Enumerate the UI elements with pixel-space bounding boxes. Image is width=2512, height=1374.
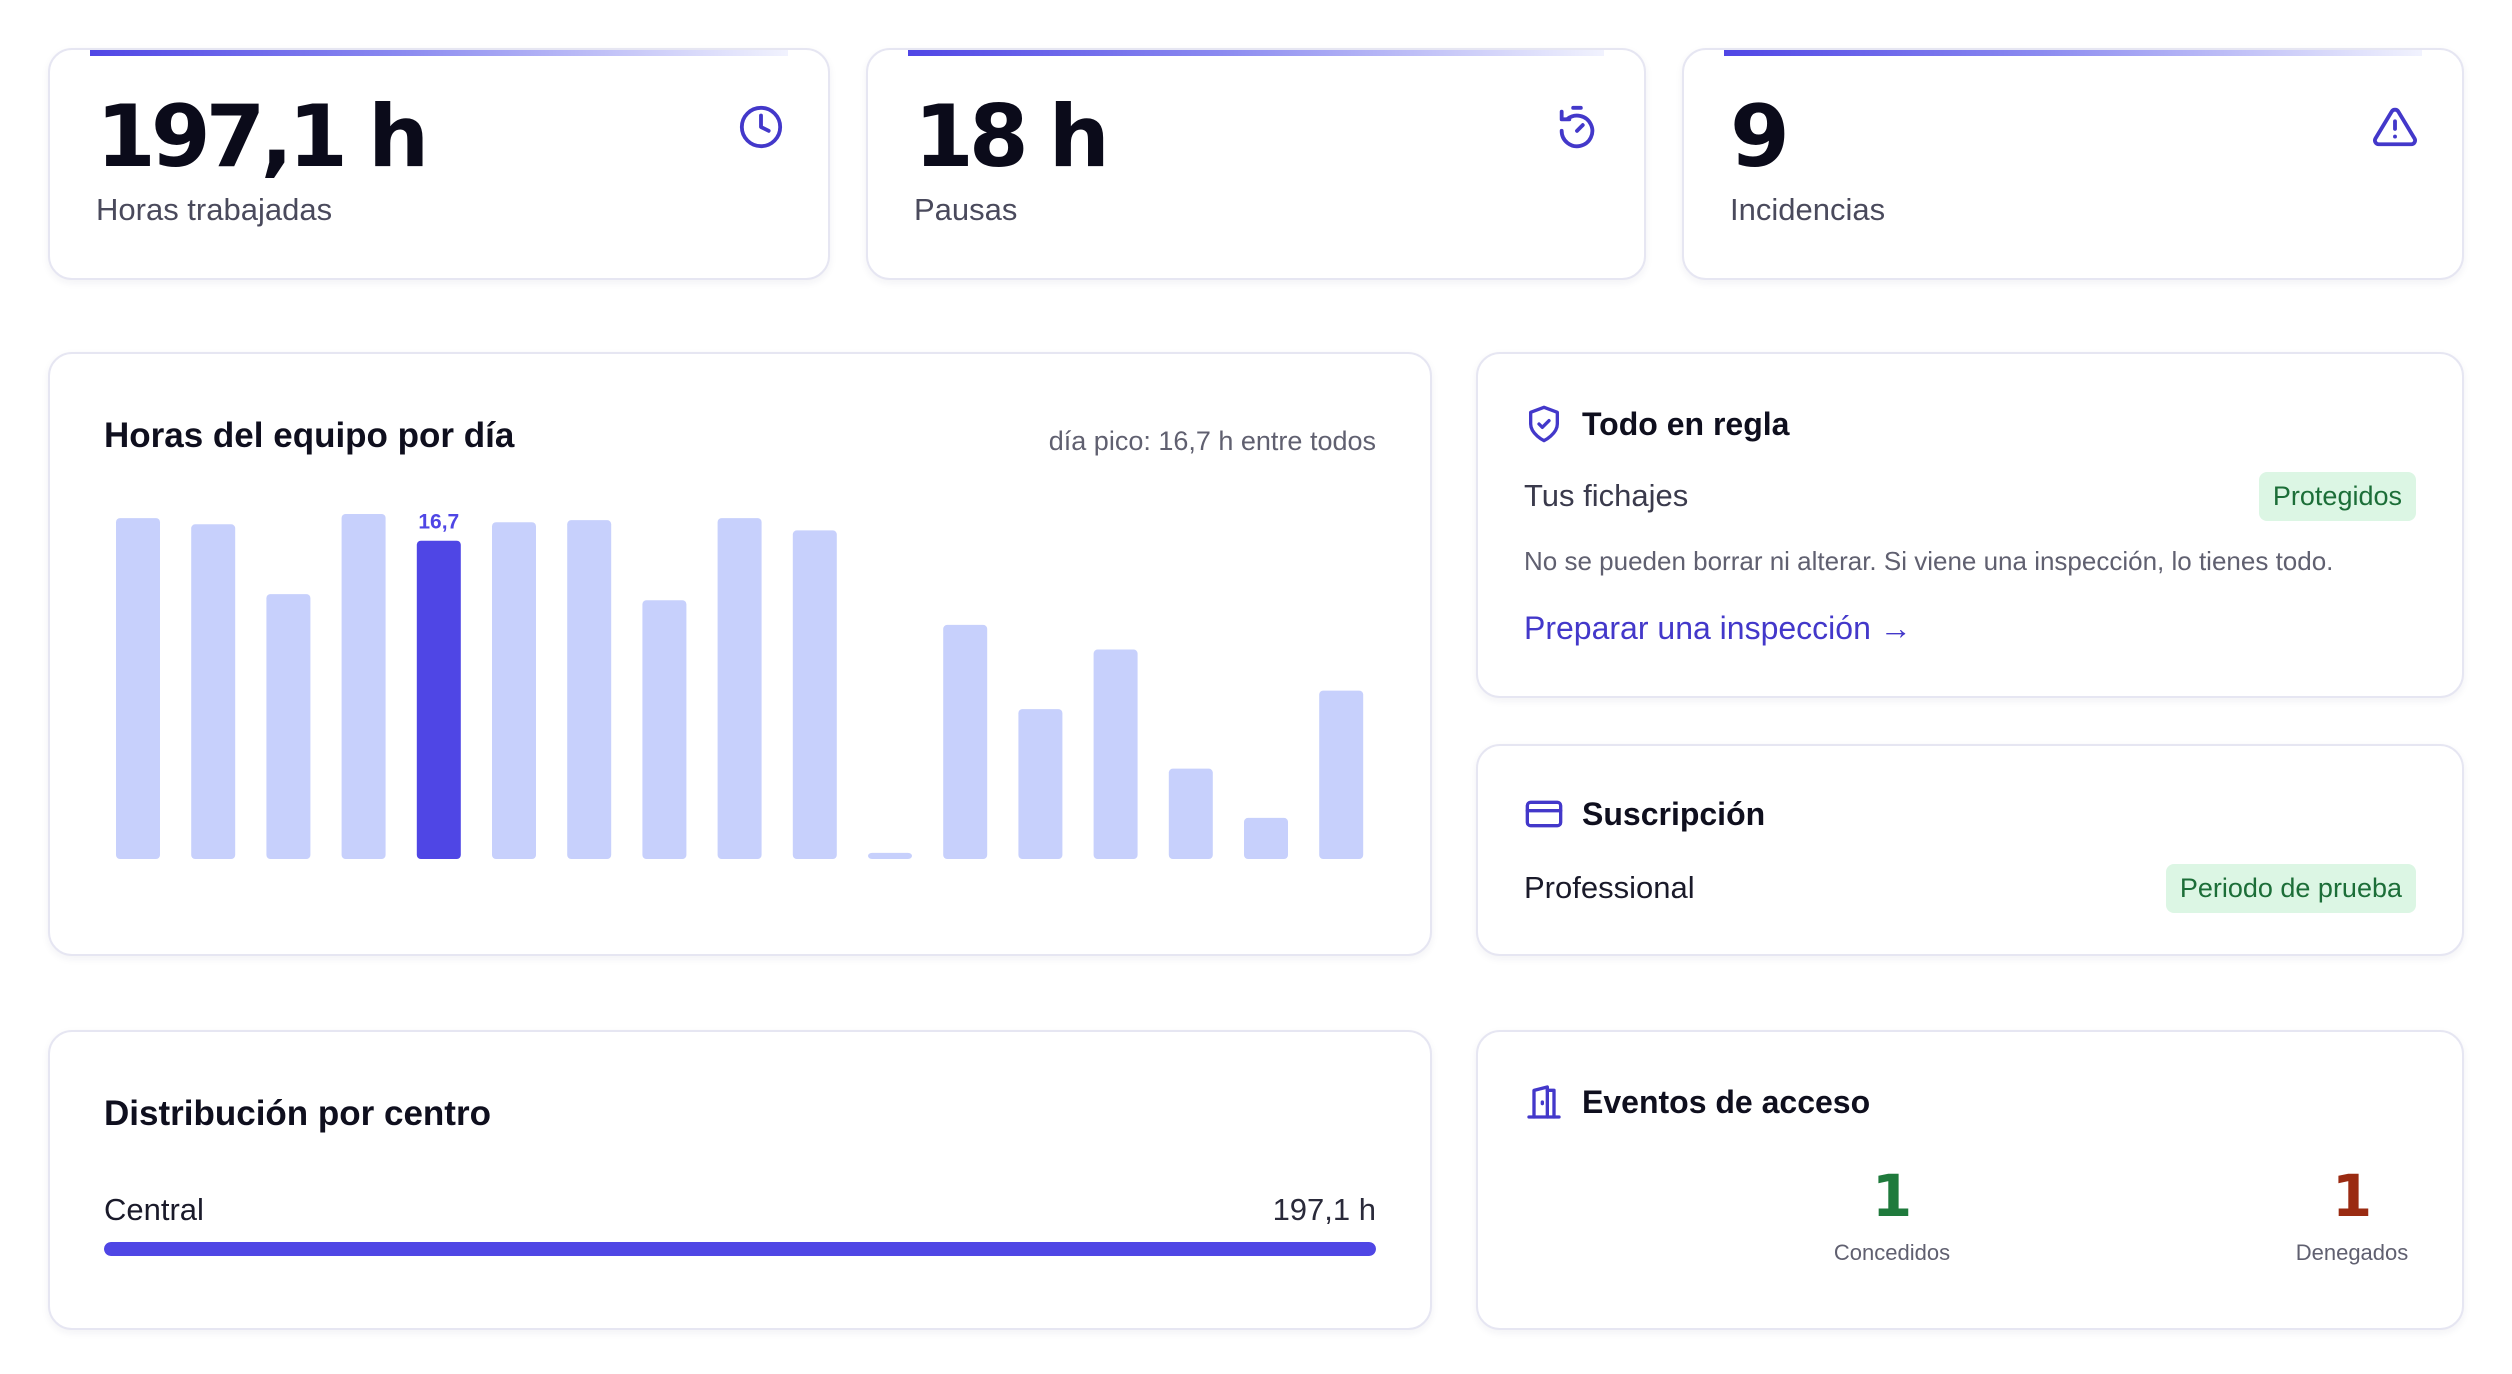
denied-count: 1: [2331, 1162, 2373, 1230]
timer-icon: [1559, 105, 1595, 149]
chart-bar: [191, 524, 236, 859]
chart-bar: [792, 530, 837, 859]
door-icon: [1527, 1085, 1561, 1119]
distribution-title: Distribución por centro: [104, 1094, 491, 1133]
stat-label: Pausas: [914, 192, 1018, 227]
card-accent-bar: [1724, 50, 2422, 56]
chart-bar: [567, 520, 612, 859]
stat-label: Horas trabajadas: [96, 192, 333, 227]
center-progress-fill: [104, 1242, 1376, 1256]
chart-bar: [1319, 690, 1364, 859]
protected-badge: Protegidos: [2258, 472, 2416, 521]
stat-value: 18 h: [914, 87, 1110, 187]
chart-bar: [341, 514, 386, 859]
clock-icon: [739, 105, 783, 149]
stat-card-hours: 197,1 h Horas trabajadas: [48, 48, 830, 280]
stat-card-breaks: 18 h Pausas: [866, 48, 1646, 280]
chart-bar: [642, 600, 687, 859]
chart-bar: [1168, 768, 1213, 859]
card-accent-bar: [908, 50, 1604, 56]
distribution-card: Distribución por centro Central 197,1 h: [48, 1030, 1432, 1330]
subscription-title: Suscripción: [1582, 796, 1766, 832]
chart-bar: [943, 624, 988, 859]
chart-bar: [1244, 817, 1288, 859]
chart-bar: [1093, 649, 1138, 859]
shield-check-icon: [1529, 405, 1559, 443]
chart-title: Horas del equipo por día: [104, 416, 515, 455]
team-hours-bar-chart: 16,7: [116, 511, 1364, 859]
center-progress-bar: [104, 1242, 1376, 1256]
warning-icon: [2373, 107, 2417, 147]
chart-bar: [868, 852, 912, 859]
subscription-card: Suscripción Professional Periodo de prue…: [1476, 744, 2464, 956]
trial-badge: Periodo de prueba: [2165, 864, 2416, 913]
chart-bar-peak: [416, 540, 461, 859]
chart-bar: [266, 594, 311, 859]
access-title: Eventos de acceso: [1582, 1084, 1871, 1120]
stat-value: 9: [1730, 87, 1790, 187]
plan-name: Professional: [1524, 870, 1695, 905]
compliance-card: Todo en regla Tus fichajes Protegidos No…: [1476, 352, 2464, 698]
center-hours: 197,1 h: [1272, 1192, 1376, 1227]
chart-bar: [492, 522, 536, 859]
denied-label: Denegados: [2295, 1240, 2409, 1265]
credit-card-icon: [1525, 800, 1563, 828]
center-name: Central: [104, 1192, 204, 1227]
granted-label: Concedidos: [1833, 1240, 1951, 1265]
access-events-card: Eventos de acceso 1 Concedidos 1 Denegad…: [1476, 1030, 2464, 1330]
compliance-description: No se pueden borrar ni alterar. Si viene…: [1524, 546, 2334, 576]
stat-label: Incidencias: [1730, 192, 1886, 227]
peak-bar-label: 16,7: [418, 511, 459, 534]
granted-count: 1: [1871, 1162, 1913, 1230]
stat-card-incidents: 9 Incidencias: [1682, 48, 2464, 280]
team-hours-chart-card: Horas del equipo por día día pico: 16,7 …: [48, 352, 1432, 956]
card-accent-bar: [90, 50, 788, 56]
stat-value: 197,1 h: [96, 87, 429, 187]
chart-bar: [717, 518, 762, 859]
chart-bar: [1018, 709, 1063, 859]
compliance-title: Todo en regla: [1582, 406, 1790, 442]
chart-bar: [116, 518, 160, 859]
records-label: Tus fichajes: [1524, 478, 1689, 513]
prepare-inspection-link[interactable]: Preparar una inspección →: [1524, 610, 1912, 646]
chart-subtitle: día pico: 16,7 h entre todos: [1048, 426, 1376, 456]
